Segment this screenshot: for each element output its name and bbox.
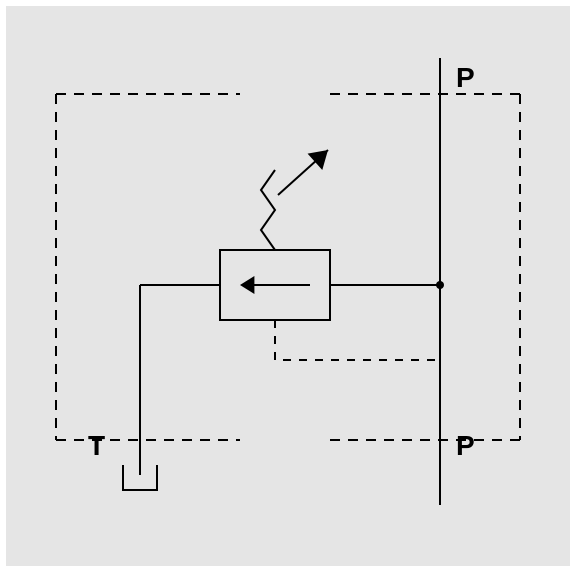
port-label-p-top: P: [456, 62, 475, 94]
hydraulic-schematic: [0, 0, 578, 578]
port-label-t: T: [88, 430, 105, 462]
port-label-p-bottom: P: [456, 430, 475, 462]
